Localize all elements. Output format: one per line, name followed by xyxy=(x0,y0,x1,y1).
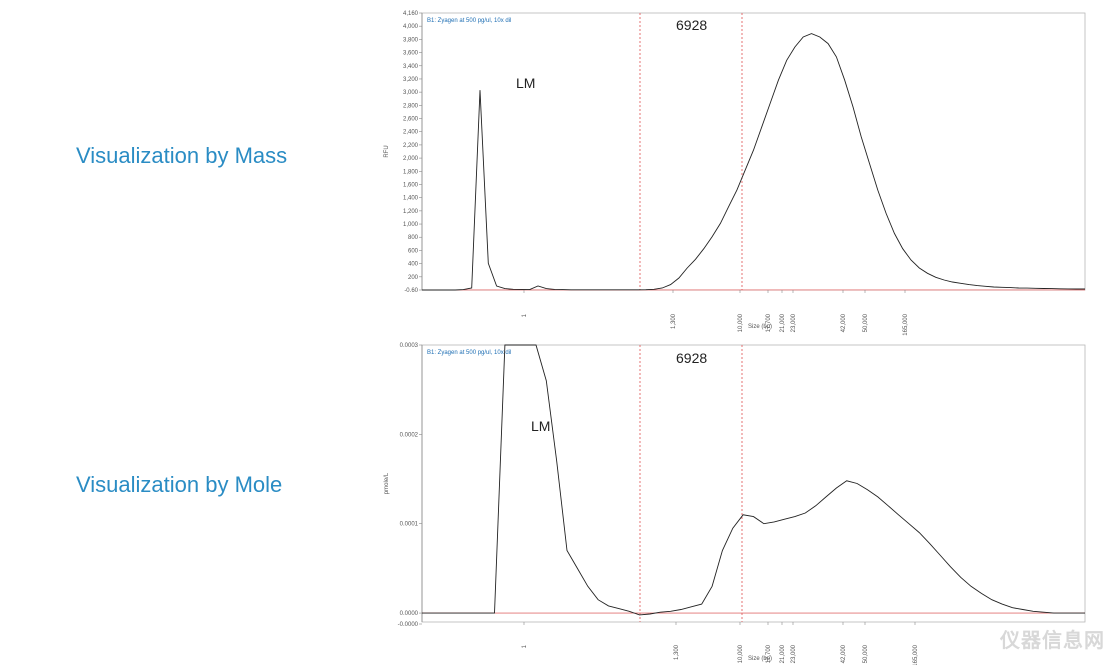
x-tick-label: 23,000 xyxy=(791,644,797,663)
annotation-label: 6928 xyxy=(676,350,707,366)
y-axis-title: pmole/L xyxy=(384,472,390,494)
y-tick-label: 3,200 xyxy=(403,77,419,83)
x-tick-label: 21,000 xyxy=(780,313,786,332)
x-tick-label: 165,000 xyxy=(903,313,909,335)
y-tick-label: 4,000 xyxy=(403,24,419,30)
y-tick-label: 800 xyxy=(408,235,419,241)
y-tick-label: 2,000 xyxy=(403,156,419,162)
plot-frame xyxy=(421,12,1086,291)
plot-frame xyxy=(421,344,1086,623)
x-tick-label: 17,700 xyxy=(766,644,772,663)
annotation-label: 6928 xyxy=(676,17,707,33)
y-tick-label: 1,200 xyxy=(403,209,419,215)
y-tick-label: 1,800 xyxy=(403,169,419,175)
x-axis-title: Size (bp) xyxy=(748,324,772,330)
x-tick-label: 1,300 xyxy=(671,313,677,329)
y-tick-label: 200 xyxy=(408,275,419,281)
y-tick-label: 2,200 xyxy=(403,143,419,149)
y-tick-label: 600 xyxy=(408,248,419,254)
y-tick-label: 0.0001 xyxy=(400,522,419,528)
annotation-label: LM xyxy=(516,75,535,91)
mole-label: Visualization by Mole xyxy=(76,472,283,497)
x-tick-label: 21,000 xyxy=(780,644,786,663)
x-tick-label: 50,000 xyxy=(863,313,869,332)
x-tick-label: 1 xyxy=(522,313,528,317)
sample-label: B1: Zyagen at 500 pg/ul, 10x dil xyxy=(427,350,511,356)
y-tick-label: -0.60 xyxy=(404,288,418,294)
x-tick-label: 10,000 xyxy=(738,644,744,663)
y-tick-label: 1,000 xyxy=(403,222,419,228)
mass-label: Visualization by Mass xyxy=(76,143,288,168)
y-tick-label: 2,800 xyxy=(403,103,419,109)
x-tick-label: 1 xyxy=(522,644,528,648)
y-tick-label: -0.0000 xyxy=(398,622,419,628)
y-tick-label: 0.0002 xyxy=(400,432,419,438)
y-tick-label: 3,000 xyxy=(403,90,419,96)
x-tick-label: 23,000 xyxy=(791,313,797,332)
y-tick-label: 400 xyxy=(408,262,419,268)
y-tick-label: 0.0003 xyxy=(400,343,419,349)
x-tick-label: 50,000 xyxy=(863,644,869,663)
x-tick-label: 165,000 xyxy=(913,644,919,665)
sample-label: B1: Zyagen at 500 pg/ul, 10x dil xyxy=(427,18,511,24)
y-tick-label: 1,400 xyxy=(403,196,419,202)
series-line xyxy=(422,344,1085,616)
y-tick-label: 3,800 xyxy=(403,37,419,43)
x-axis-title: Size (bp) xyxy=(748,656,772,662)
x-tick-label: 10,000 xyxy=(738,313,744,332)
y-tick-label: 0.0000 xyxy=(400,611,419,617)
y-axis-title: RFU xyxy=(384,145,390,157)
y-tick-label: 2,600 xyxy=(403,117,419,123)
annotation-label: LM xyxy=(531,418,550,434)
y-tick-label: 3,600 xyxy=(403,51,419,57)
y-tick-label: 1,600 xyxy=(403,182,419,188)
y-tick-label: 4,160 xyxy=(403,11,419,17)
x-tick-label: 42,000 xyxy=(841,644,847,663)
series-line xyxy=(422,33,1085,291)
mole-chart: 0.0003 0.0002 0.0001 0.0000 -0.0000 pmole/L B1… xyxy=(384,343,1086,665)
x-tick-label: 17,700 xyxy=(766,313,772,332)
x-tick-label: 1,300 xyxy=(674,644,680,660)
watermark: 仪器信息网 xyxy=(1000,630,1105,652)
mass-chart: -0.60 200 400 600 800 1,000 1,200 1,400 1,600 1,8… xyxy=(384,11,1086,336)
y-tick-label: 2,400 xyxy=(403,130,419,136)
x-tick-label: 42,000 xyxy=(841,313,847,332)
y-tick-label: 3,400 xyxy=(403,64,419,70)
